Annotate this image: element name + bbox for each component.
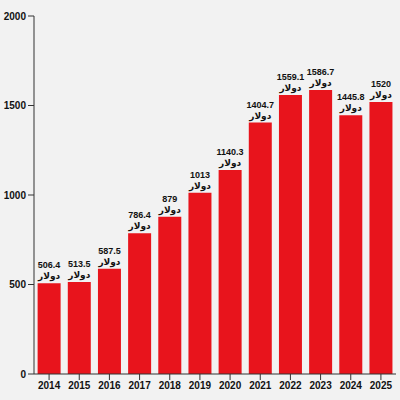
svg-text:1140.3: 1140.3 bbox=[217, 147, 244, 157]
svg-text:1500: 1500 bbox=[4, 100, 27, 111]
svg-text:1404.7: 1404.7 bbox=[247, 100, 275, 110]
svg-text:587.5: 587.5 bbox=[98, 246, 121, 256]
svg-text:2024: 2024 bbox=[340, 380, 363, 391]
svg-text:2025: 2025 bbox=[370, 380, 393, 391]
svg-text:506.4: 506.4 bbox=[38, 260, 61, 270]
svg-text:2018: 2018 bbox=[159, 380, 182, 391]
svg-text:2000: 2000 bbox=[4, 11, 27, 22]
svg-text:2021: 2021 bbox=[249, 380, 272, 391]
svg-text:دولار: دولار bbox=[158, 205, 181, 216]
svg-text:دولار: دولار bbox=[218, 158, 241, 169]
svg-text:دولار: دولار bbox=[97, 257, 120, 268]
svg-text:دولار: دولار bbox=[369, 90, 392, 101]
svg-text:1520: 1520 bbox=[371, 79, 391, 89]
svg-text:2020: 2020 bbox=[219, 380, 242, 391]
svg-text:دولار: دولار bbox=[309, 78, 332, 89]
svg-text:500: 500 bbox=[9, 279, 26, 290]
svg-text:1013: 1013 bbox=[190, 170, 210, 180]
svg-text:دولار: دولار bbox=[67, 270, 90, 281]
svg-text:513.5: 513.5 bbox=[68, 259, 91, 269]
svg-text:1559.1: 1559.1 bbox=[277, 72, 305, 82]
svg-text:2023: 2023 bbox=[309, 380, 332, 391]
svg-text:دولار: دولار bbox=[278, 83, 301, 94]
svg-text:1445.8: 1445.8 bbox=[337, 92, 365, 102]
svg-text:دولار: دولار bbox=[339, 103, 362, 114]
svg-text:دولار: دولار bbox=[188, 181, 211, 192]
svg-text:879: 879 bbox=[162, 194, 177, 204]
svg-text:2019: 2019 bbox=[189, 380, 212, 391]
svg-text:2022: 2022 bbox=[279, 380, 302, 391]
svg-text:786.4: 786.4 bbox=[128, 210, 151, 220]
svg-text:2017: 2017 bbox=[128, 380, 151, 391]
svg-text:دولار: دولار bbox=[37, 271, 60, 282]
svg-text:1586.7: 1586.7 bbox=[307, 67, 335, 77]
svg-text:2015: 2015 bbox=[68, 380, 91, 391]
svg-text:0: 0 bbox=[20, 369, 26, 380]
svg-text:دولار: دولار bbox=[128, 221, 151, 232]
svg-text:2016: 2016 bbox=[98, 380, 121, 391]
svg-text:دولار: دولار bbox=[248, 111, 271, 122]
svg-text:2014: 2014 bbox=[38, 380, 61, 391]
svg-text:1000: 1000 bbox=[4, 190, 27, 201]
